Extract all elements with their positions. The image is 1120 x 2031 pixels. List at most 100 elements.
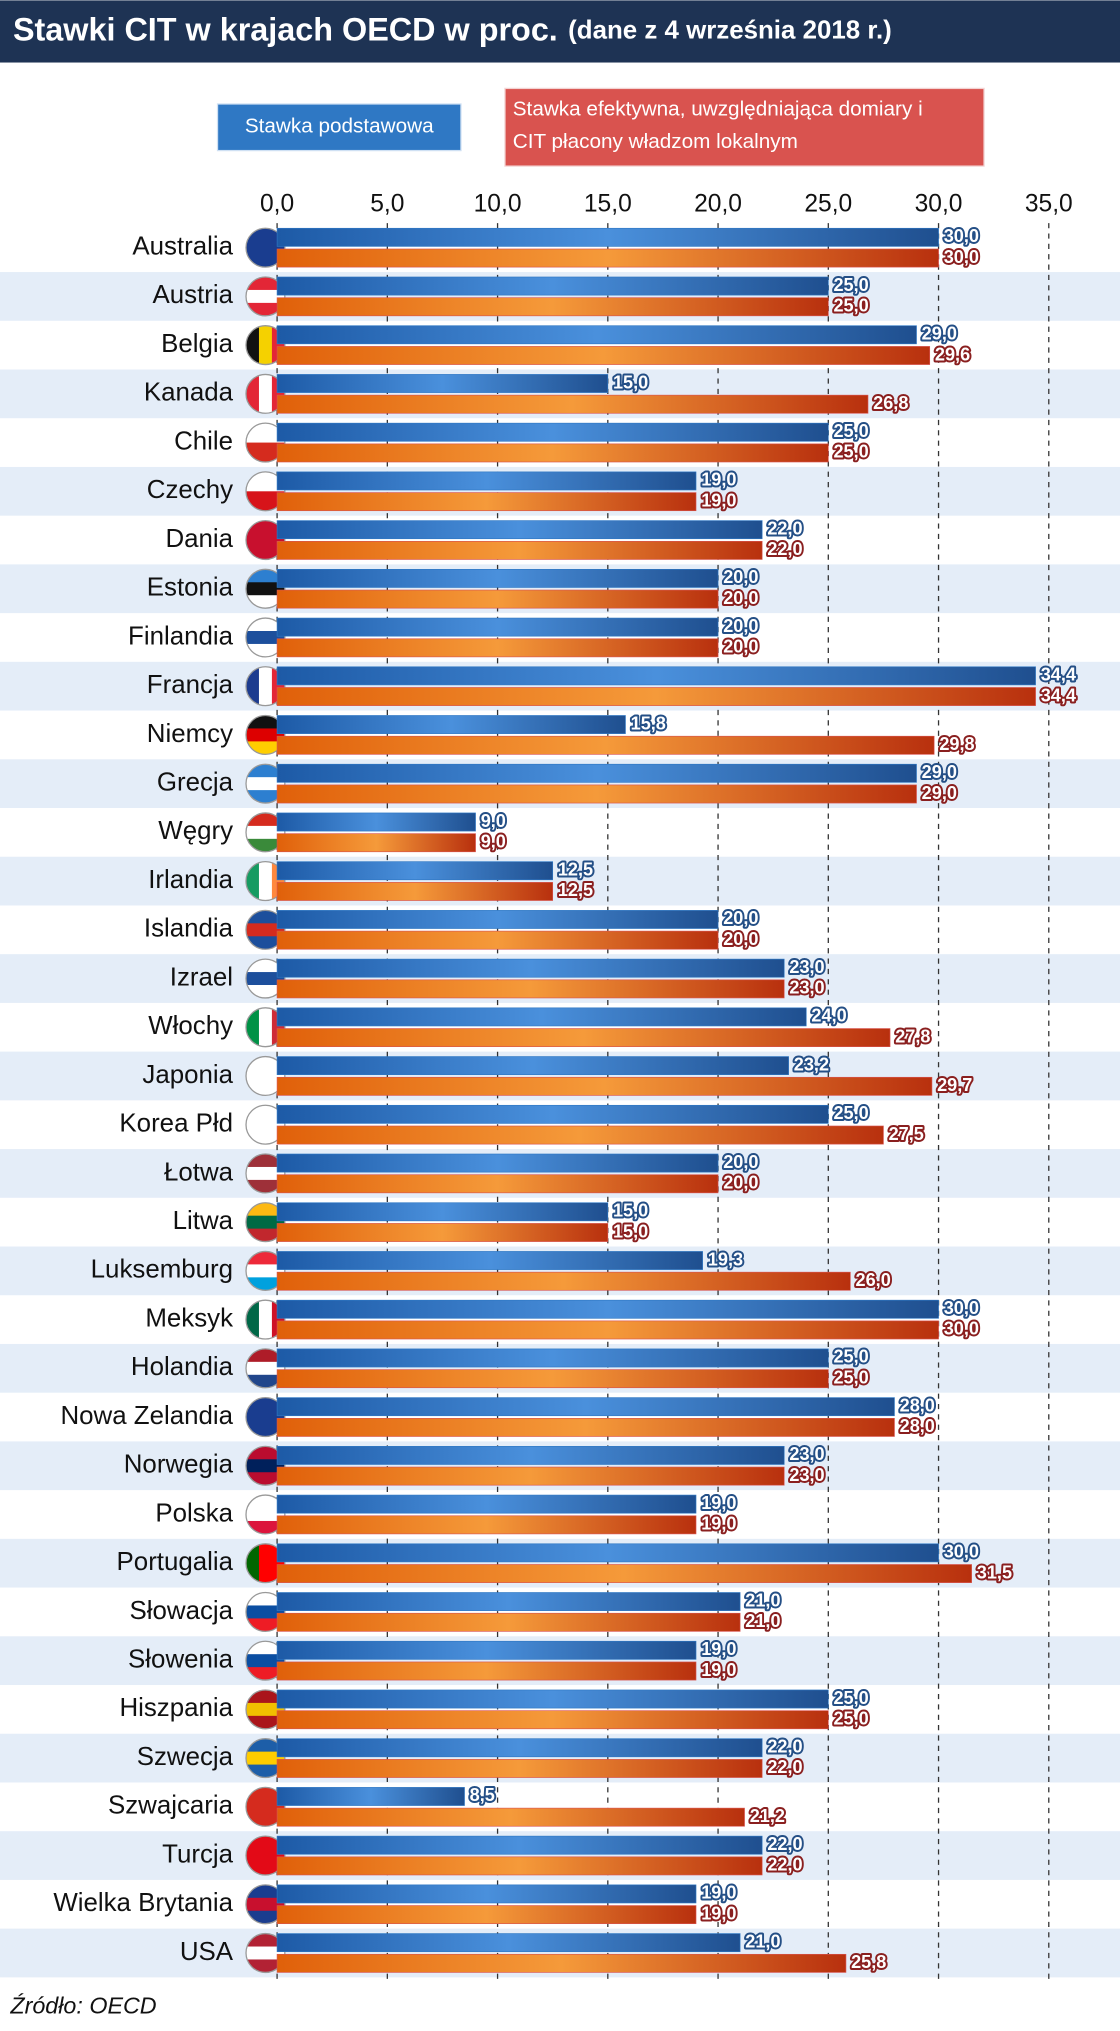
bar [276, 638, 719, 658]
bar [276, 861, 554, 881]
value-label: 29,0 [922, 762, 957, 782]
flag [246, 1543, 285, 1583]
x-tick-label: 0,0 [260, 190, 294, 217]
category-label: Izrael [170, 963, 233, 991]
bar [276, 1299, 939, 1319]
value-label: 24,0 [811, 1006, 846, 1026]
flag-border [245, 1835, 286, 1876]
flag-band [246, 1300, 260, 1340]
flag-band [258, 666, 273, 706]
flag-border [245, 1202, 286, 1243]
bar [276, 1466, 785, 1486]
bar [276, 1884, 697, 1904]
flag-band [246, 764, 285, 778]
bar [276, 394, 869, 414]
flag [246, 618, 285, 657]
flag-border [245, 958, 286, 999]
value-label: 22,0 [767, 539, 802, 559]
flag [246, 423, 285, 462]
flag-border [245, 812, 286, 853]
bar [276, 492, 697, 512]
category-label: Chile [174, 427, 233, 455]
bar [276, 1104, 829, 1124]
value-label: 31,5 [977, 1562, 1012, 1582]
bar [276, 1543, 939, 1563]
flag-band [246, 1884, 285, 1899]
flag-band [246, 728, 285, 743]
bar [276, 1076, 933, 1096]
value-label: 20,0 [723, 616, 758, 636]
category-label: USA [180, 1938, 234, 1966]
value-label: 30,0 [944, 226, 979, 246]
x-tick-label: 25,0 [804, 190, 852, 217]
value-label: 19,0 [701, 1883, 736, 1903]
flag-band [246, 1751, 285, 1766]
bar [276, 422, 829, 442]
flag-band [246, 825, 285, 840]
value-label: 29,8 [939, 734, 974, 754]
value-label: 22,0 [767, 1855, 802, 1875]
bar [276, 617, 719, 637]
flag-band [246, 289, 285, 304]
value-label: 29,7 [937, 1075, 972, 1095]
flag-border [245, 276, 286, 317]
flag [246, 812, 285, 852]
flag-border [245, 1153, 286, 1194]
flag-border [245, 861, 286, 902]
bar [276, 979, 785, 999]
value-label: 23,2 [794, 1054, 829, 1074]
flag-band [246, 1264, 285, 1278]
value-label: 21,0 [745, 1931, 780, 1951]
legend-label-box: Stawka efektywna, uwzględniająca domiary… [513, 99, 923, 153]
value-label: 9,0 [481, 811, 506, 831]
value-label: 20,0 [723, 637, 758, 657]
flag-border [245, 1299, 286, 1340]
flag-border [245, 325, 286, 366]
bar [276, 1202, 609, 1222]
bar [276, 833, 476, 853]
flag-border [245, 1738, 286, 1779]
value-label: 34,4 [1041, 665, 1076, 685]
value-label: 19,0 [701, 1493, 736, 1513]
flag-band [246, 1166, 285, 1181]
flag-border [245, 666, 286, 707]
value-label: 23,0 [789, 1444, 824, 1464]
category-label: Japonia [142, 1061, 233, 1089]
bar [276, 930, 719, 950]
bar [276, 297, 829, 317]
title-bar [0, 0, 1120, 63]
value-label: 30,0 [944, 1542, 979, 1562]
bar [276, 1418, 895, 1437]
value-label: 20,0 [723, 1173, 758, 1193]
category-label: Holandia [131, 1353, 234, 1381]
bar [276, 1759, 763, 1778]
flag-band [246, 1348, 285, 1363]
flag-border [245, 1104, 286, 1145]
value-label: 20,0 [723, 1152, 758, 1172]
category-label: Nowa Zelandia [60, 1402, 233, 1430]
bar [276, 1056, 789, 1076]
value-label: 12,5 [558, 860, 593, 880]
value-label: 15,8 [631, 713, 666, 733]
value-label: 22,0 [767, 1834, 802, 1854]
flag-band [246, 1738, 285, 1753]
value-label: 26,8 [873, 393, 908, 413]
value-label: 20,0 [723, 929, 758, 949]
value-label: 20,0 [723, 588, 758, 608]
category-label: Kanada [144, 379, 234, 407]
value-label: 15,0 [613, 372, 648, 392]
flag [246, 1933, 285, 1973]
value-label: 28,0 [900, 1416, 935, 1436]
flag-band [246, 1946, 285, 1961]
flag-band [246, 1446, 285, 1460]
value-label: 19,0 [701, 470, 736, 490]
bar [276, 1007, 807, 1027]
category-label: Hiszpania [119, 1694, 233, 1722]
bar [276, 882, 554, 901]
flag-border [245, 1689, 286, 1730]
category-label: Estonia [147, 574, 234, 602]
flag-border [245, 1250, 286, 1291]
value-label: 34,4 [1041, 685, 1076, 705]
